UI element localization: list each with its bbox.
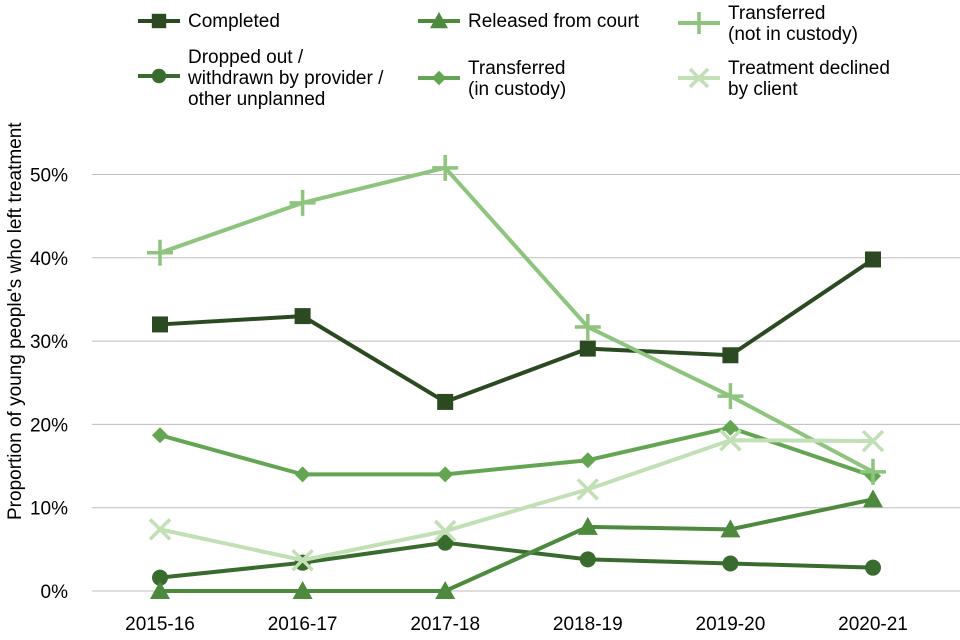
data-point [579,452,596,469]
series-3 [152,419,881,485]
series-line [159,540,874,580]
series-line [159,438,874,563]
legend-item-transferred-not-in-custody: Transferred (not in custody) [676,2,858,45]
data-point [722,419,739,436]
series-4 [147,154,886,485]
gridlines [92,174,960,592]
series-line [159,165,874,474]
x-tick-label: 2019-20 [696,614,766,635]
data-point [148,518,172,541]
legend-item-released-from-court: Released from court [416,10,639,32]
legend-item-dropped-out: Dropped out / withdrawn by provider / ot… [136,46,383,110]
data-point [433,519,457,543]
legend-swatch-dropped-out [138,68,180,84]
legend-label-dropped-out: Dropped out / withdrawn by provider / ot… [188,47,384,110]
legend-swatch-transferred-not-in-custody [678,12,720,34]
data-point [722,555,739,572]
y-tick-label: 0% [41,582,69,603]
data-point [292,581,313,599]
data-point [860,458,886,485]
legend-swatch-completed [138,13,180,29]
data-point [722,347,739,364]
data-point [147,239,173,266]
legend-item-transferred-in-custody: Transferred (in custody) [416,57,566,100]
x-tick-label: 2015-16 [125,614,195,635]
series-line [160,497,874,593]
data-point [289,189,316,216]
x-tick-label: 2017-18 [410,614,480,635]
legend-swatch-transferred-in-custody [418,70,460,86]
x-tick-label: 2020-21 [838,614,908,635]
series-line [159,425,874,478]
legend-label-treatment-declined: Treatment declined by client [728,58,890,100]
series-0 [152,251,881,410]
legend-swatch-released-from-court [418,12,460,29]
y-tick-label: 30% [30,332,68,353]
series-1 [152,534,881,586]
legend-swatch-marker [151,13,167,29]
data-point [579,340,596,357]
data-point [435,581,456,599]
legend-swatch-marker [688,67,710,89]
data-point [861,429,885,453]
data-point [294,466,311,483]
data-point [576,478,600,501]
y-axis-label: Proportion of young people's who left tr… [5,122,26,520]
data-point [437,466,454,483]
data-point [865,251,881,268]
y-tick-label: 20% [30,415,68,436]
x-tick-label: 2016-17 [268,614,338,635]
data-point [150,581,170,599]
legend-label-released-from-court: Released from court [468,11,640,32]
data-point [437,393,454,410]
data-point [291,548,314,572]
legend-swatch-marker [431,70,447,86]
legend-swatch-marker [687,12,711,34]
series-2 [150,489,883,599]
data-point [294,308,311,325]
legend-swatch-treatment-declined [678,67,720,89]
data-point [719,428,742,452]
data-point [863,489,883,508]
y-tick-label: 10% [30,499,68,520]
legend-item-completed: Completed [136,10,280,32]
series-group [147,154,886,599]
data-point [152,316,168,333]
series-5 [148,428,885,572]
legend-swatch-marker [151,68,167,84]
y-tick-label: 40% [30,249,68,270]
data-point [865,559,881,576]
data-point [577,516,598,535]
data-point [717,383,744,410]
legend-item-treatment-declined: Treatment declined by client [676,57,890,100]
data-point [437,534,454,551]
data-point [152,569,168,586]
y-tick-label: 50% [30,166,68,187]
x-tick-labels: 2015-16 2016-17 2017-18 2018-19 2019-20 2020-… [125,614,908,635]
x-tick-label: 2018-19 [553,614,623,635]
data-point [574,313,601,340]
data-point [579,551,596,568]
legend-label-transferred-not-in-custody: Transferred (not in custody) [728,3,858,45]
series-line [159,257,875,404]
legend-label-completed: Completed [188,11,280,32]
legend-swatch-marker [430,12,448,29]
data-point [720,519,741,538]
legend-label-transferred-in-custody: Transferred (in custody) [468,58,567,100]
data-point [432,154,459,181]
data-point [152,427,168,444]
y-tick-labels: 0% 10% 20% 30% 40% 50% [30,166,68,604]
